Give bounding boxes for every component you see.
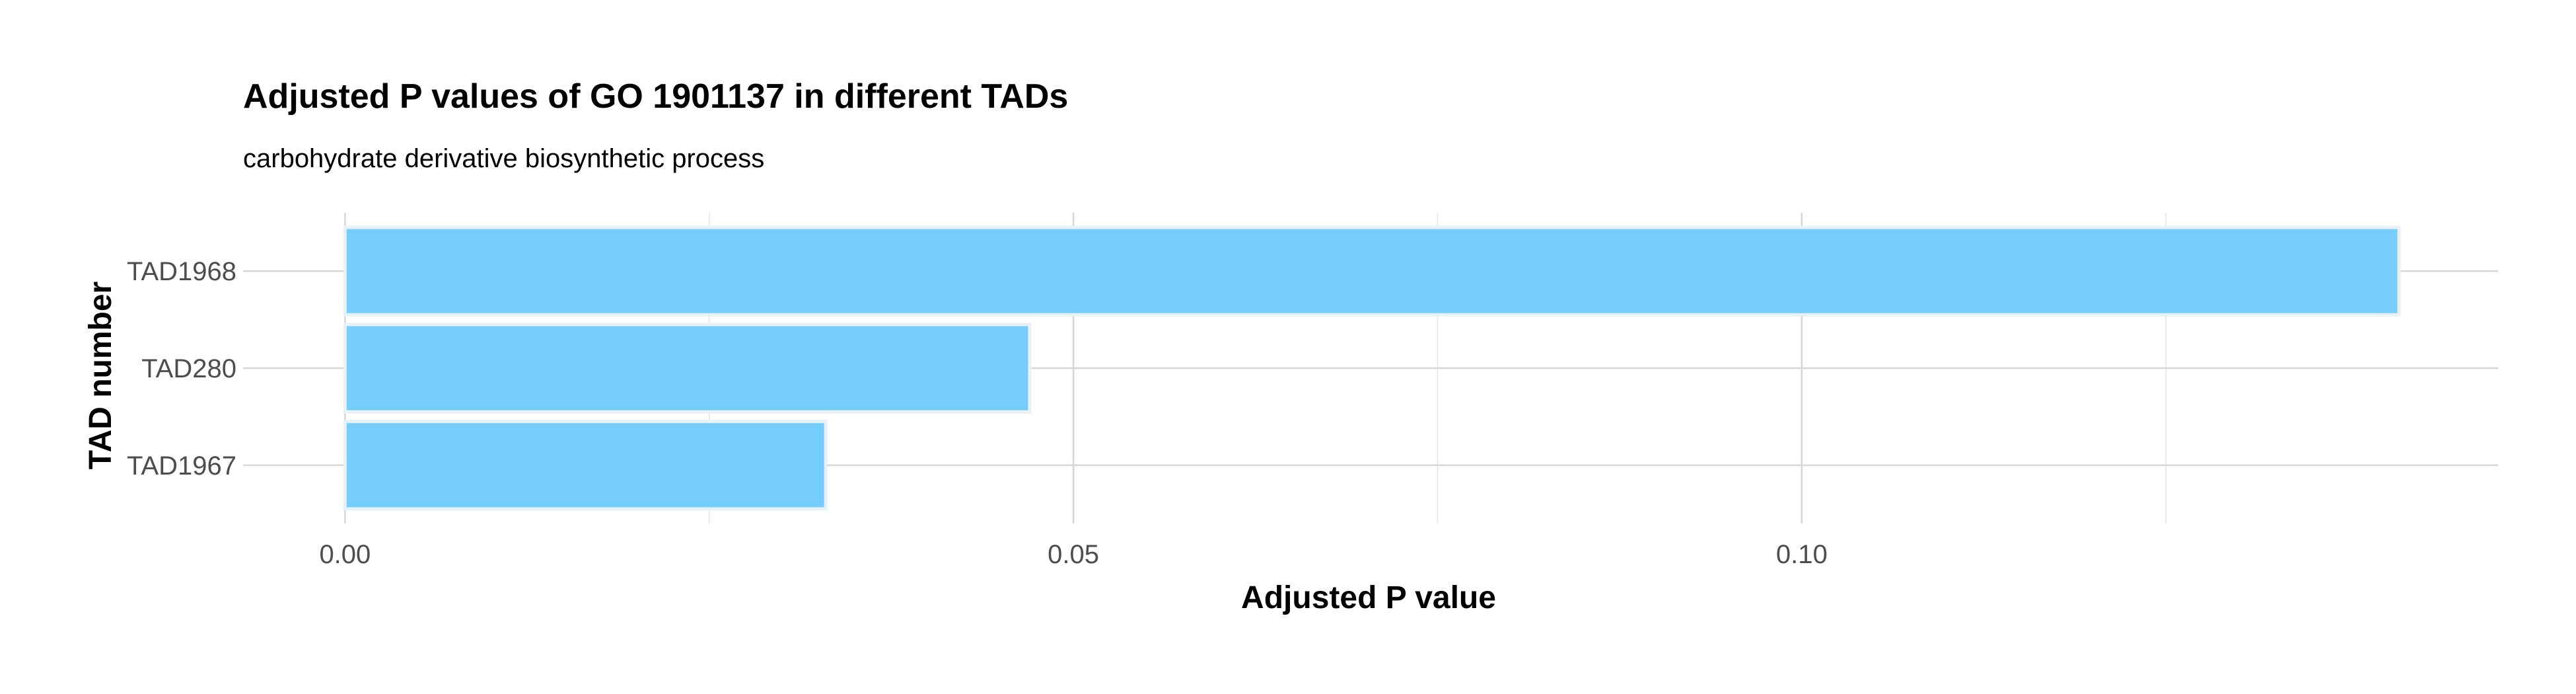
y-tick-label: TAD1967 xyxy=(127,451,236,481)
x-tick-label: 0.05 xyxy=(1048,540,1099,569)
chart-subtitle: carbohydrate derivative biosynthetic pro… xyxy=(243,144,764,173)
bar-tad280 xyxy=(345,325,1030,412)
x-tick-label: 0.10 xyxy=(1776,540,1828,569)
chart-title: Adjusted P values of GO 1901137 in diffe… xyxy=(243,77,1068,116)
y-tick-labels: TAD1968 TAD280 TAD1967 xyxy=(127,257,236,481)
y-axis-title: TAD number xyxy=(83,282,118,469)
y-tick-label: TAD280 xyxy=(141,354,236,383)
x-tick-label: 0.00 xyxy=(319,540,371,569)
x-axis-title: Adjusted P value xyxy=(1241,580,1496,615)
bar-tad1967 xyxy=(345,422,826,509)
bar-tad1968 xyxy=(345,227,2399,315)
x-tick-labels: 0.00 0.05 0.10 xyxy=(319,540,1827,569)
y-tick-label: TAD1968 xyxy=(127,257,236,286)
